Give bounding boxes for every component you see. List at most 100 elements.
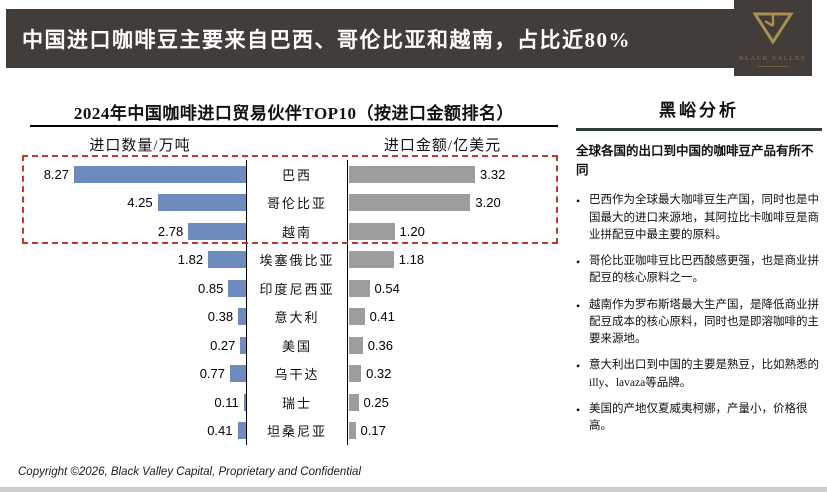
amount-bar — [349, 336, 363, 354]
amount-value: 0.17 — [360, 423, 386, 439]
chart-title: 2024年中国咖啡进口贸易伙伴TOP10（按进口金额排名） — [73, 104, 515, 123]
analysis-bullet: 意大利出口到中国的主要是熟豆，比如熟悉的illy、lavaza等品牌。 — [576, 357, 822, 392]
amount-cell: 3.20 — [348, 189, 555, 218]
amount-value: 0.41 — [369, 309, 395, 325]
quantity-value: 0.38 — [207, 309, 234, 325]
amount-cell: 0.17 — [348, 417, 555, 446]
amount-bar — [349, 165, 475, 183]
quantity-cell: 0.11 — [28, 388, 246, 417]
amount-bar — [349, 365, 362, 383]
quantity-value: 0.27 — [210, 337, 236, 353]
amount-value: 3.32 — [480, 166, 506, 182]
chart-row: 0.27 美国 0.36 — [28, 331, 556, 360]
header-bar: 中国进口咖啡豆主要来自巴西、哥伦比亚和越南，占比近80% — [6, 9, 805, 68]
analysis-title: 黑峪分析 — [659, 101, 739, 120]
amount-bar — [349, 194, 471, 212]
quantity-bar — [208, 251, 246, 269]
logo-block: BLACK VALLEY — [734, 0, 812, 76]
country-label: 哥伦比亚 — [246, 188, 348, 217]
amount-value: 0.32 — [366, 366, 392, 382]
amount-bar — [349, 222, 395, 240]
quantity-cell: 0.77 — [28, 360, 246, 389]
analysis-bullet: 美国的产地仅夏威夷柯娜，产量小，价格很高。 — [576, 401, 822, 436]
chart-row: 0.11 瑞士 0.25 — [28, 388, 556, 417]
amount-value: 1.20 — [399, 223, 425, 239]
amount-value: 0.36 — [367, 337, 393, 353]
country-label: 巴西 — [246, 160, 348, 189]
analysis-bullet: 越南作为罗布斯塔最大生产国，是降低商业拼配豆成本的核心原料，同时也是即溶咖啡的主… — [576, 297, 822, 349]
logo-tagline-rule — [758, 65, 788, 67]
country-label: 瑞士 — [246, 388, 348, 417]
amount-bar — [349, 393, 359, 411]
chart-title-underline — [30, 125, 558, 127]
country-label: 埃塞俄比亚 — [246, 245, 348, 274]
amount-cell: 0.36 — [348, 331, 555, 360]
quantity-cell: 0.27 — [28, 331, 246, 360]
analysis-intro: 全球各国的出口到中国的咖啡豆产品有所不同 — [576, 143, 814, 177]
country-label: 坦桑尼亚 — [246, 416, 348, 445]
amount-value: 0.54 — [374, 280, 400, 296]
amount-bar — [349, 308, 365, 326]
chart-row: 0.38 意大利 0.41 — [28, 302, 556, 332]
country-label: 印度尼西亚 — [246, 274, 348, 303]
country-label: 美国 — [246, 331, 348, 360]
quantity-value: 0.11 — [214, 394, 239, 410]
analysis-bullet: 巴西作为全球最大咖啡豆生产国，同时也是中国最大的进口来源地，其阿拉比卡咖啡豆是商… — [576, 192, 822, 244]
quantity-cell: 0.38 — [28, 303, 246, 332]
amount-cell: 1.18 — [348, 246, 555, 275]
quantity-bar — [237, 422, 246, 440]
axis-label-quantity: 进口数量/万吨 — [89, 138, 191, 154]
quantity-bar — [238, 308, 246, 326]
quantity-value: 8.27 — [43, 166, 69, 182]
amount-bar — [349, 251, 394, 269]
country-label: 乌干达 — [246, 359, 348, 388]
quantity-value: 0.77 — [199, 366, 225, 382]
analysis-bullet: 哥伦比亚咖啡豆比巴西酸感更强，也是商业拼配豆的核心原料之一。 — [576, 253, 822, 288]
quantity-value: 1.82 — [177, 252, 204, 268]
analysis-bullet-list: 巴西作为全球最大咖啡豆生产国，同时也是中国最大的进口来源地，其阿拉比卡咖啡豆是商… — [576, 192, 822, 435]
quantity-value: 0.41 — [207, 423, 233, 439]
quantity-bar — [188, 222, 246, 240]
amount-bar — [349, 279, 370, 297]
quantity-value: 4.25 — [127, 195, 153, 211]
country-label: 意大利 — [246, 302, 348, 331]
quantity-bar — [240, 336, 246, 354]
chart-row: 0.85 印度尼西亚 0.54 — [28, 274, 556, 303]
chart-row: 2.78 越南 1.20 — [28, 217, 556, 246]
amount-cell: 0.41 — [348, 303, 555, 332]
quantity-bar — [230, 365, 246, 383]
quantity-value: 0.85 — [198, 280, 224, 296]
quantity-bar — [243, 393, 246, 411]
chart-rows: 8.27 巴西 3.32 4.25 哥伦比亚 3.20 2.78 越南 1.20 — [28, 160, 556, 445]
amount-value: 0.25 — [363, 394, 389, 410]
quantity-cell: 1.82 — [28, 246, 246, 275]
bottom-edge-strip — [0, 487, 827, 492]
chart-row: 0.77 乌干达 0.32 — [28, 359, 556, 389]
quantity-bar — [228, 279, 246, 297]
quantity-cell: 0.41 — [28, 417, 246, 446]
chart-row: 4.25 哥伦比亚 3.20 — [28, 188, 556, 218]
footer-copyright: Copyright ©2026, Black Valley Capital, P… — [18, 466, 362, 478]
amount-cell: 3.32 — [348, 160, 555, 189]
amount-cell: 0.25 — [348, 388, 555, 417]
quantity-cell: 0.85 — [28, 274, 246, 303]
amount-value: 1.18 — [398, 252, 425, 268]
quantity-cell: 8.27 — [28, 160, 246, 189]
amount-cell: 0.32 — [348, 360, 555, 389]
analysis-title-underline — [576, 128, 822, 131]
amount-value: 3.20 — [475, 195, 501, 211]
chart-row: 1.82 埃塞俄比亚 1.18 — [28, 245, 556, 275]
amount-cell: 0.54 — [348, 274, 555, 303]
quantity-cell: 4.25 — [28, 189, 246, 218]
country-label: 越南 — [246, 217, 348, 246]
quantity-bar — [74, 165, 246, 183]
analysis-panel: 黑峪分析 全球各国的出口到中国的咖啡豆产品有所不同 巴西作为全球最大咖啡豆生产国… — [576, 96, 822, 444]
quantity-bar — [157, 194, 246, 212]
logo-brand-text: BLACK VALLEY — [739, 54, 807, 62]
quantity-value: 2.78 — [157, 223, 184, 239]
slide-title: 中国进口咖啡豆主要来自巴西、哥伦比亚和越南，占比近80% — [22, 27, 631, 52]
brand-triangle-icon — [750, 10, 796, 51]
amount-bar — [349, 422, 356, 440]
axis-label-amount: 进口金额/亿美元 — [383, 138, 502, 154]
quantity-cell: 2.78 — [28, 217, 246, 246]
